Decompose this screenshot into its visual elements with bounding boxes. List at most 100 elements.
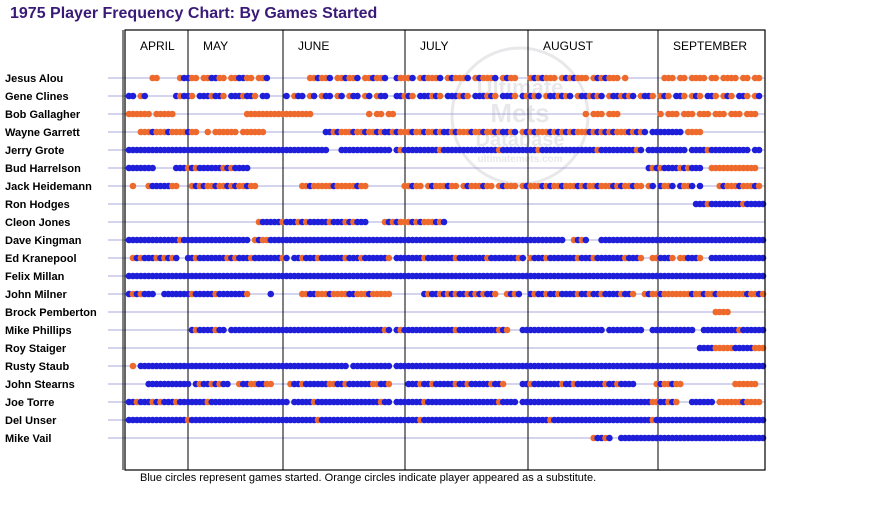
substitute-dot bbox=[665, 92, 672, 100]
substitute-dot bbox=[712, 92, 720, 100]
substitute-dot bbox=[614, 110, 621, 118]
substitute-dot bbox=[491, 92, 499, 100]
substitute-dot bbox=[700, 74, 708, 82]
substitute-dot bbox=[232, 128, 239, 136]
game-started-dot bbox=[385, 398, 393, 406]
game-started-dot bbox=[629, 92, 637, 100]
player-label: John Milner bbox=[5, 289, 67, 301]
player-row-dots bbox=[712, 308, 731, 316]
substitute-dot bbox=[743, 74, 751, 82]
player-row-dots bbox=[125, 110, 759, 118]
game-started-dot bbox=[649, 182, 657, 190]
substitute-dot bbox=[629, 290, 637, 298]
substitute-dot bbox=[751, 110, 759, 118]
player-row-dots bbox=[696, 344, 767, 352]
plot-frame-rect bbox=[124, 29, 766, 471]
substitute-dot bbox=[657, 110, 664, 118]
player-label: Roy Staiger bbox=[5, 343, 67, 355]
player-row-dots bbox=[125, 416, 767, 424]
substitute-dot bbox=[259, 128, 267, 136]
substitute-dot bbox=[755, 398, 763, 406]
plot-frame bbox=[122, 29, 766, 471]
player-label: Jesus Alou bbox=[5, 73, 63, 85]
substitute-dot bbox=[673, 398, 680, 406]
substitute-dot bbox=[464, 92, 471, 100]
substitute-dot bbox=[637, 182, 645, 190]
player-row-dots bbox=[255, 218, 448, 226]
substitute-dot bbox=[129, 362, 137, 370]
game-started-dot bbox=[688, 326, 696, 334]
substitute-dot bbox=[673, 110, 680, 118]
substitute-dot bbox=[145, 110, 152, 118]
game-started-dot bbox=[326, 92, 334, 100]
game-started-dot bbox=[696, 164, 704, 172]
substitute-dot bbox=[755, 182, 763, 190]
game-started-dot bbox=[606, 434, 613, 442]
game-started-dot bbox=[558, 236, 566, 244]
game-started-dot bbox=[511, 128, 519, 136]
game-started-dot bbox=[641, 128, 649, 136]
substitute-dot bbox=[649, 92, 657, 100]
game-started-dot bbox=[598, 92, 605, 100]
game-started-dot bbox=[511, 398, 519, 406]
substitute-dot bbox=[169, 110, 176, 118]
substitute-dot bbox=[598, 110, 605, 118]
substitute-dot bbox=[389, 110, 397, 118]
player-row-dots bbox=[125, 164, 759, 172]
substitute-dot bbox=[251, 182, 259, 190]
game-started-dot bbox=[283, 254, 290, 262]
player-label: Jack Heidemann bbox=[5, 181, 92, 193]
substitute-dot bbox=[409, 92, 416, 100]
game-dots bbox=[125, 74, 767, 442]
game-started-dot bbox=[184, 380, 192, 388]
game-started-dot bbox=[582, 236, 590, 244]
game-started-dot bbox=[326, 74, 334, 82]
player-label: Jerry Grote bbox=[5, 145, 64, 157]
game-started-dot bbox=[519, 254, 527, 262]
game-started-dot bbox=[338, 92, 345, 100]
game-started-dot bbox=[409, 74, 416, 82]
player-label: John Stearns bbox=[5, 379, 75, 391]
month-label-may: MAY bbox=[203, 39, 228, 53]
substitute-dot bbox=[243, 290, 251, 298]
month-labels: APRIL MAY JUNE JULY AUGUST SEPTEMBER bbox=[140, 39, 747, 53]
substitute-dot bbox=[669, 74, 676, 82]
game-started-dot bbox=[365, 92, 373, 100]
substitute-dot bbox=[491, 290, 499, 298]
substitute-dot bbox=[728, 92, 735, 100]
game-started-dot bbox=[172, 254, 180, 262]
game-started-dot bbox=[436, 74, 444, 82]
game-started-dot bbox=[566, 92, 574, 100]
player-label: Ed Kranepool bbox=[5, 253, 77, 265]
game-started-dot bbox=[491, 74, 499, 82]
game-started-dot bbox=[322, 146, 330, 154]
substitute-dot bbox=[192, 128, 200, 136]
player-row-dots bbox=[125, 398, 763, 406]
player-label: Bud Harrelson bbox=[5, 163, 81, 175]
game-started-dot bbox=[598, 326, 605, 334]
substitute-dot bbox=[743, 92, 751, 100]
substitute-dot bbox=[751, 164, 759, 172]
substitute-dot bbox=[172, 182, 180, 190]
player-label: Joe Torre bbox=[5, 397, 54, 409]
game-started-dot bbox=[354, 74, 361, 82]
substitute-dot bbox=[582, 74, 590, 82]
game-started-dot bbox=[696, 182, 704, 190]
substitute-dot bbox=[306, 110, 314, 118]
player-row-dots bbox=[188, 326, 767, 334]
player-row-dots bbox=[129, 254, 767, 262]
game-started-dot bbox=[755, 92, 763, 100]
substitute-dot bbox=[511, 92, 519, 100]
game-started-dot bbox=[283, 398, 290, 406]
substitute-dot bbox=[680, 92, 688, 100]
player-row-dots bbox=[145, 380, 759, 388]
substitute-dot bbox=[452, 182, 460, 190]
month-label-july: JULY bbox=[420, 39, 448, 53]
game-started-dot bbox=[708, 398, 716, 406]
substitute-dot bbox=[251, 92, 259, 100]
game-started-dot bbox=[629, 380, 637, 388]
legend-footnote: Blue circles represent games started. Or… bbox=[140, 472, 597, 484]
watermark-url: ultimatemets.com bbox=[477, 154, 562, 165]
game-started-dot bbox=[243, 236, 251, 244]
game-started-dot bbox=[263, 92, 271, 100]
